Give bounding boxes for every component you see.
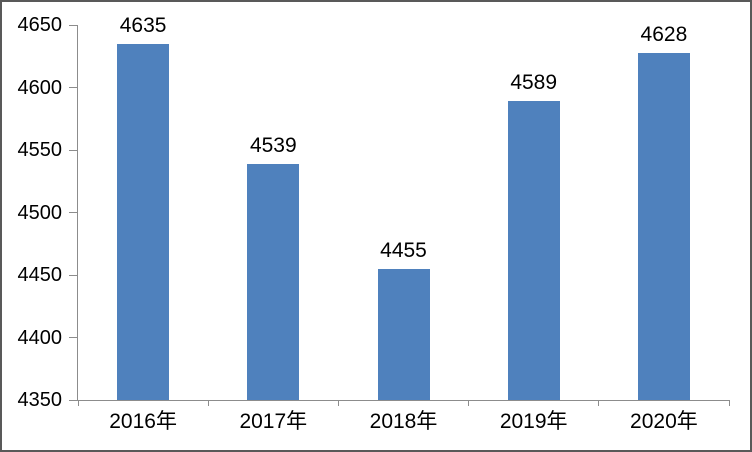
x-axis-line <box>77 400 729 401</box>
x-axis-tick <box>207 400 209 406</box>
x-axis-category-label: 2018年 <box>369 410 438 433</box>
x-axis-tick <box>598 400 600 406</box>
y-axis-tick <box>69 149 78 151</box>
y-axis-tick-label: 4400 <box>17 326 63 349</box>
x-axis-tick <box>468 400 470 406</box>
x-axis-tick <box>728 400 730 406</box>
bar-value-label: 4589 <box>510 71 558 95</box>
bar-4 <box>507 101 560 400</box>
bar-2 <box>247 163 300 400</box>
y-axis-tick-label: 4650 <box>17 14 63 36</box>
x-axis-category-label: 2020年 <box>630 410 698 433</box>
y-axis-tick-label: 4550 <box>17 139 63 161</box>
y-axis-tick <box>69 212 78 213</box>
bar-value-label: 4628 <box>640 22 688 46</box>
bar-3 <box>377 268 430 400</box>
x-axis-category-label: 2016年 <box>109 410 177 433</box>
y-axis-tick <box>69 399 78 401</box>
bar-1 <box>117 43 170 400</box>
y-axis-tick-label: 4500 <box>17 201 63 224</box>
x-axis-tick <box>77 400 79 406</box>
y-axis-tick-label: 4350 <box>17 389 63 411</box>
x-axis-tick <box>337 400 339 406</box>
y-axis-tick-label: 4450 <box>17 264 63 286</box>
y-axis-tick <box>69 337 78 338</box>
bar-value-label: 4635 <box>119 13 167 37</box>
y-axis-tick <box>69 274 78 276</box>
y-axis-tick <box>69 87 78 88</box>
bar-value-label: 4539 <box>249 133 297 157</box>
x-axis-category-label: 2017年 <box>239 410 308 433</box>
y-axis-tick-label: 4600 <box>17 76 63 99</box>
bar-5 <box>637 52 690 400</box>
bar-value-label: 4455 <box>380 238 427 262</box>
y-axis-tick <box>69 24 78 26</box>
x-axis-category-label: 2019年 <box>499 410 568 433</box>
